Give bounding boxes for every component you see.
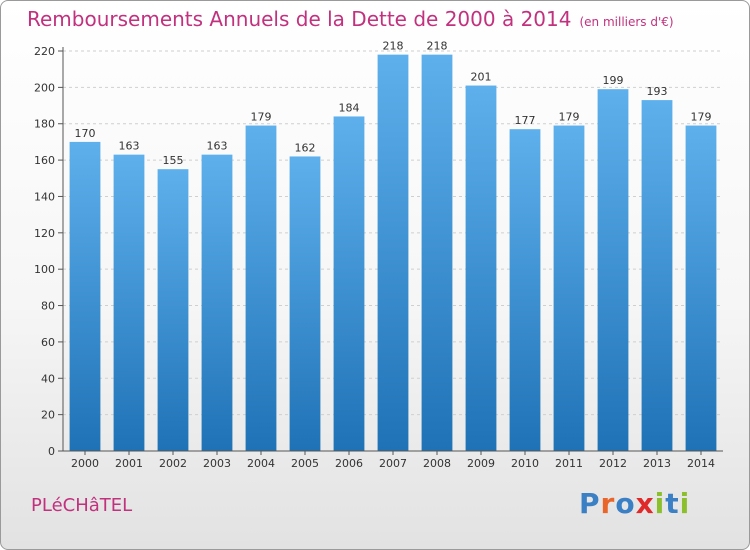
- data-label: 218: [383, 40, 404, 53]
- logo-letter: o: [615, 487, 636, 520]
- y-tick-label: 20: [41, 409, 55, 422]
- data-label: 201: [471, 71, 492, 84]
- data-label: 170: [75, 127, 96, 140]
- data-label: 155: [163, 154, 184, 167]
- city-name: PLéCHâTEL: [31, 495, 133, 516]
- bars: 170 163 155 163 179 162 184 218 218 201 177 179 199 1…: [69, 40, 717, 452]
- y-tick-label: 120: [34, 227, 55, 240]
- x-tick-label: 2004: [247, 457, 275, 470]
- bar: [289, 156, 321, 452]
- axes: 0 20 40 60 80 100 120 140 160 180 200 220 2000 2001 20…: [34, 45, 723, 470]
- y-tick-label: 200: [34, 81, 55, 94]
- bar: [421, 54, 453, 452]
- data-label: 218: [427, 40, 448, 53]
- logo-letter: P: [579, 487, 601, 520]
- bar: [201, 154, 233, 452]
- bar: [245, 125, 277, 451]
- x-tick-label: 2011: [555, 457, 583, 470]
- title-unit: (en milliers d'€): [579, 15, 674, 29]
- y-tick-label: 0: [48, 445, 55, 458]
- x-tick-label: 2007: [379, 457, 407, 470]
- bar: [69, 141, 101, 451]
- y-tick-label: 40: [41, 372, 55, 385]
- bar: [685, 125, 717, 451]
- bar: [509, 129, 541, 451]
- bar: [553, 125, 585, 451]
- x-tick-label: 2014: [687, 457, 715, 470]
- data-label: 193: [647, 85, 668, 98]
- logo-letter: r: [600, 487, 616, 520]
- proxiti-logo: Proxiti: [579, 487, 690, 520]
- logo-letter: i: [679, 487, 691, 520]
- x-tick-label: 2008: [423, 457, 451, 470]
- x-tick-label: 2003: [203, 457, 231, 470]
- logo-letter: t: [665, 487, 680, 520]
- logo-letter: x: [635, 487, 655, 520]
- data-label: 163: [207, 140, 228, 153]
- x-tick-label: 2012: [599, 457, 627, 470]
- bar: [113, 154, 145, 452]
- y-tick-label: 140: [34, 190, 55, 203]
- x-tick-label: 2001: [115, 457, 143, 470]
- y-tick-label: 80: [41, 300, 55, 313]
- bar: [641, 100, 673, 451]
- data-label: 184: [339, 101, 360, 114]
- x-tick-label: 2009: [467, 457, 495, 470]
- y-tick-label: 60: [41, 336, 55, 349]
- data-label: 177: [515, 114, 536, 127]
- data-label: 179: [559, 111, 580, 124]
- bar: [597, 89, 629, 451]
- bar: [377, 54, 409, 452]
- bar: [157, 169, 189, 451]
- chart-title: Remboursements Annuels de la Dette de 20…: [27, 7, 674, 31]
- logo-letter: i: [654, 487, 666, 520]
- x-tick-label: 2002: [159, 457, 187, 470]
- data-label: 163: [119, 140, 140, 153]
- x-tick-label: 2013: [643, 457, 671, 470]
- data-label: 162: [295, 141, 316, 154]
- y-tick-label: 180: [34, 118, 55, 131]
- y-tick-label: 220: [34, 45, 55, 58]
- data-label: 179: [251, 111, 272, 124]
- y-tick-label: 100: [34, 263, 55, 276]
- x-tick-label: 2000: [71, 457, 99, 470]
- data-label: 199: [603, 74, 624, 87]
- bar: [465, 85, 497, 451]
- x-tick-label: 2006: [335, 457, 363, 470]
- x-tick-label: 2005: [291, 457, 319, 470]
- bar: [333, 116, 365, 452]
- title-text: Remboursements Annuels de la Dette de 20…: [27, 7, 572, 31]
- x-tick-label: 2010: [511, 457, 539, 470]
- data-label: 179: [691, 111, 712, 124]
- y-tick-label: 160: [34, 154, 55, 167]
